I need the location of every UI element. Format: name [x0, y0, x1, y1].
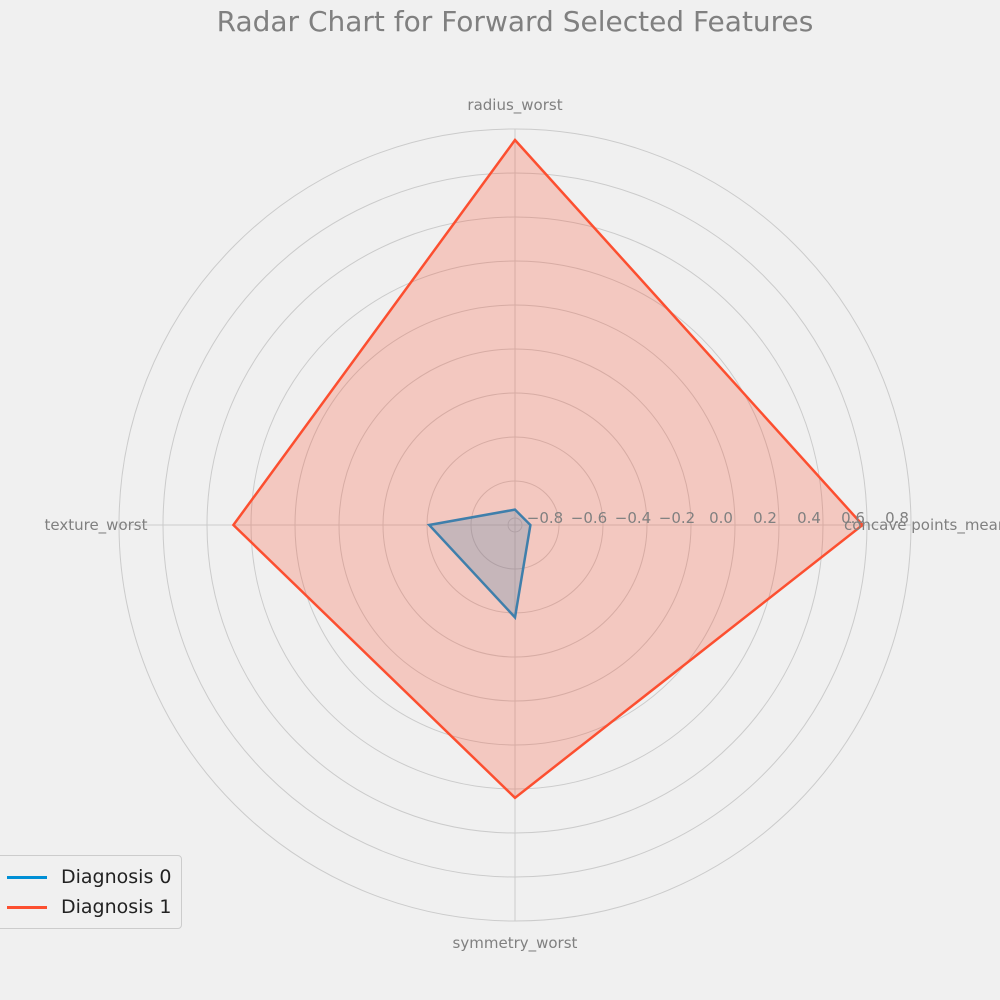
legend-label-diagnosis-0: Diagnosis 0: [61, 866, 172, 888]
tick-label: 0.8: [885, 509, 909, 527]
axis-label: radius_worst: [467, 96, 562, 115]
axis-label: symmetry_worst: [453, 934, 578, 953]
tick-label: 0.2: [753, 509, 777, 527]
tick-label: −0.2: [659, 509, 695, 527]
tick-label: 0.4: [797, 509, 821, 527]
legend: Diagnosis 0 Diagnosis 1: [0, 855, 183, 929]
legend-item-diagnosis-1: Diagnosis 1: [7, 892, 171, 922]
legend-label-diagnosis-1: Diagnosis 1: [61, 896, 172, 918]
axis-label: concave points_mean: [844, 516, 1000, 535]
tick-label: 0.0: [709, 509, 733, 527]
series-0-area: [426, 508, 532, 621]
tick-labels: −0.8 −0.6 −0.4 −0.2 0.0 0.2 0.4 0.6 0.8: [527, 509, 909, 527]
tick-label: −0.6: [571, 509, 607, 527]
tick-label: −0.8: [527, 509, 563, 527]
radar-grid: [118, 128, 912, 922]
series-1-area: [231, 138, 865, 800]
chart-title: Radar Chart for Forward Selected Feature…: [217, 5, 814, 38]
series-layer: [231, 138, 865, 800]
axis-label: texture_worst: [45, 516, 148, 535]
legend-item-diagnosis-0: Diagnosis 0: [7, 862, 171, 892]
tick-label: 0.6: [841, 509, 865, 527]
legend-swatch-diagnosis-1: [7, 905, 47, 909]
legend-swatch-diagnosis-0: [7, 875, 47, 879]
tick-label: −0.4: [615, 509, 651, 527]
